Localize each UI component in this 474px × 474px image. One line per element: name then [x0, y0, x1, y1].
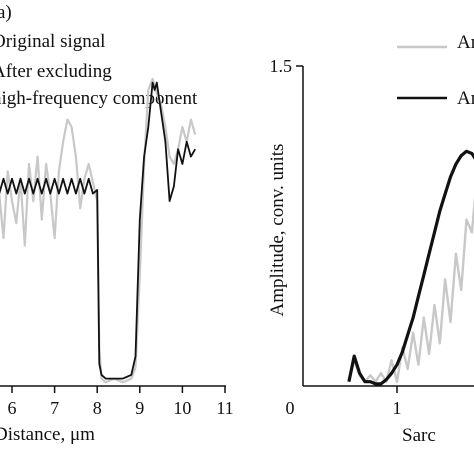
x-tick-label-right: 0 [286, 398, 295, 418]
x-axis-title: Distance, μm [0, 424, 95, 445]
legend-label-original: Original signal [0, 31, 105, 52]
legend-label-filtered-2: high-frequency component [0, 88, 198, 109]
series-filtered-signal-line [0, 81, 196, 380]
x-axis-ticks: 6 7 8 9 10 11 [8, 386, 234, 418]
x-tick-label: 10 [173, 398, 191, 418]
panel-label: a) [0, 2, 12, 23]
y-axis-title: Amplitude, conv. units [267, 144, 288, 317]
x-tick-label: 6 [8, 398, 17, 418]
plot-area [0, 77, 197, 384]
legend-label-gray: Amplitude spectrum [457, 32, 474, 53]
series-gray-spectrum-line [347, 195, 474, 383]
legend-label-filtered-1: After excluding [0, 61, 112, 82]
x-tick-label-right: 1 [393, 398, 402, 418]
x-tick-label: 9 [135, 398, 144, 418]
left-panel: a) Original signal After excluding high-… [0, 2, 234, 445]
legend-label-black: Amplitude spectrum [457, 88, 474, 109]
x-tick-label: 8 [93, 398, 102, 418]
y-tick-label: 1.5 [270, 56, 293, 76]
plot-area-right [347, 149, 474, 386]
x-tick-label: 7 [50, 398, 59, 418]
x-axis-title-right: Sarc [402, 425, 436, 446]
x-tick-label: 11 [216, 398, 233, 418]
series-black-spectrum-line [347, 149, 474, 386]
right-panel: 1.5 01 Amplitude, conv. units Sarc Ampli… [267, 32, 474, 446]
